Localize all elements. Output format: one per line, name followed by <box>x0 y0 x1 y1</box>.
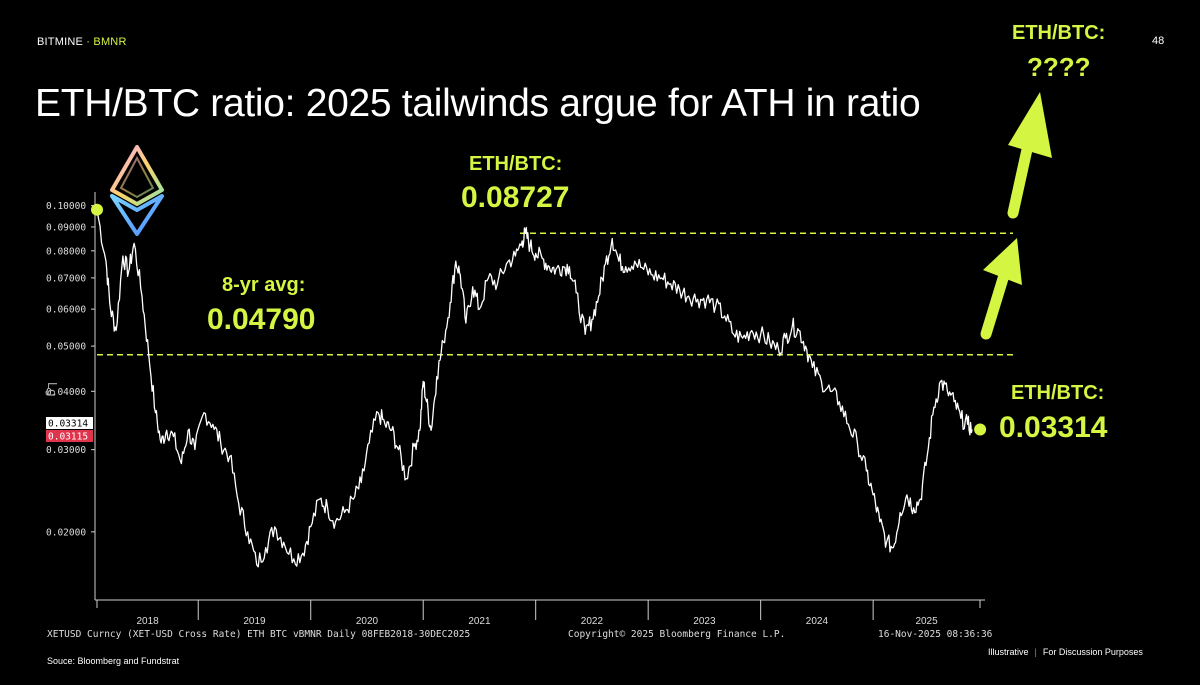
x-tick-label: 2023 <box>693 616 716 627</box>
last-value-badge: 0.03314 <box>46 417 93 430</box>
bloomberg-timestamp: 16-Nov-2025 08:36:36 <box>878 629 993 640</box>
y-tick-label: 0.10000 <box>46 201 86 212</box>
y-axis-scale-label: Lg <box>45 382 60 396</box>
discussion-label: For Discussion Purposes <box>1042 647 1143 657</box>
page-title: ETH/BTC ratio: 2025 tailwinds argue for … <box>35 82 921 125</box>
y-tick-label: 0.02000 <box>46 527 86 538</box>
disclaimer: Illustrative | For Discussion Purposes <box>988 647 1143 657</box>
svg-text:0.03115: 0.03115 <box>48 432 88 443</box>
y-tick-label: 0.05000 <box>46 342 86 353</box>
avg-annotation-label: 8-yr avg: <box>222 274 305 296</box>
brand-ticker: BMNR <box>93 36 127 48</box>
eth-btc-series-line <box>96 209 973 568</box>
brand-separator: · <box>83 36 94 48</box>
target-annotation-label: ETH/BTC: <box>1012 22 1105 44</box>
current-annotation-label: ETH/BTC: <box>1011 382 1104 404</box>
y-tick-label: 0.07000 <box>46 273 86 284</box>
red-value-badge: 0.03115 <box>46 430 93 443</box>
ath-marker <box>91 203 103 216</box>
upward-arrow-upper-icon <box>1007 92 1052 219</box>
y-tick-label: 0.03000 <box>46 445 86 456</box>
x-tick-label: 2018 <box>136 616 159 627</box>
y-tick-label: 0.08000 <box>46 246 86 257</box>
current-annotation-value: 0.03314 <box>999 411 1108 444</box>
brand: BITMINE · BMNR <box>37 36 127 48</box>
illustrative-label: Illustrative <box>988 647 1029 657</box>
y-axis-ticks: 0.02000 0.03000 0.04000 0.05000 0.06000 0.070… <box>46 201 95 538</box>
x-tick-label: 2024 <box>806 616 829 627</box>
x-tick-label: 2025 <box>915 616 938 627</box>
bloomberg-copyright: Copyright© 2025 Bloomberg Finance L.P. <box>568 629 785 640</box>
y-tick-label: 0.06000 <box>46 305 86 316</box>
brand-name: BITMINE <box>37 36 84 48</box>
footer-separator: | <box>1034 647 1037 657</box>
page-number: 48 <box>1152 35 1165 47</box>
target-annotation-value: ???? <box>1027 52 1091 82</box>
x-axis-ticks: 2018 2019 2020 2021 2022 2023 2024 2025 <box>96 600 981 627</box>
svg-text:0.03314: 0.03314 <box>48 419 88 430</box>
y-tick-label: 0.04000 <box>46 387 86 398</box>
x-tick-label: 2020 <box>356 616 379 627</box>
x-tick-label: 2019 <box>243 616 266 627</box>
y-tick-label: 0.09000 <box>46 222 86 233</box>
x-tick-label: 2022 <box>581 616 604 627</box>
upward-arrow-lower-icon <box>980 238 1022 340</box>
current-marker <box>974 423 987 436</box>
source-note: Souce: Bloomberg and Fundstrat <box>47 656 180 666</box>
bloomberg-ticker-line: XETUSD Curncy (XET-USD Cross Rate) ETH B… <box>47 629 470 640</box>
ath-annotation-value: 0.08727 <box>461 181 569 214</box>
avg-annotation-value: 0.04790 <box>207 303 315 336</box>
ethereum-logo-icon <box>110 145 164 236</box>
ath-annotation-label: ETH/BTC: <box>469 153 562 175</box>
x-tick-label: 2021 <box>468 616 491 627</box>
